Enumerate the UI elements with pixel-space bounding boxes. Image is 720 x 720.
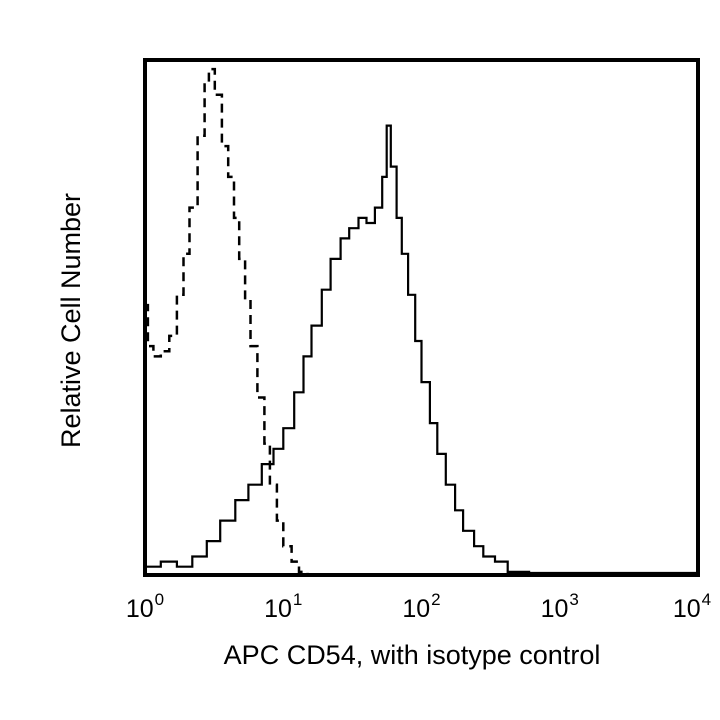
series-cd54 <box>145 124 698 575</box>
series-isotype-control <box>145 67 309 574</box>
x-tick-label: 101 <box>264 590 303 623</box>
x-tick-label: 102 <box>402 590 441 623</box>
y-axis-title-text: Relative Cell Number <box>56 192 87 448</box>
plot-frame <box>143 58 700 577</box>
x-axis-title: APC CD54, with isotype control <box>223 640 601 670</box>
series-layer <box>145 67 698 575</box>
x-tick-label: 100 <box>125 590 165 623</box>
x-tick-label: 103 <box>540 590 579 623</box>
x-tick-label: 104 <box>672 590 712 623</box>
y-axis-title: Relative Cell Number <box>52 160 92 480</box>
